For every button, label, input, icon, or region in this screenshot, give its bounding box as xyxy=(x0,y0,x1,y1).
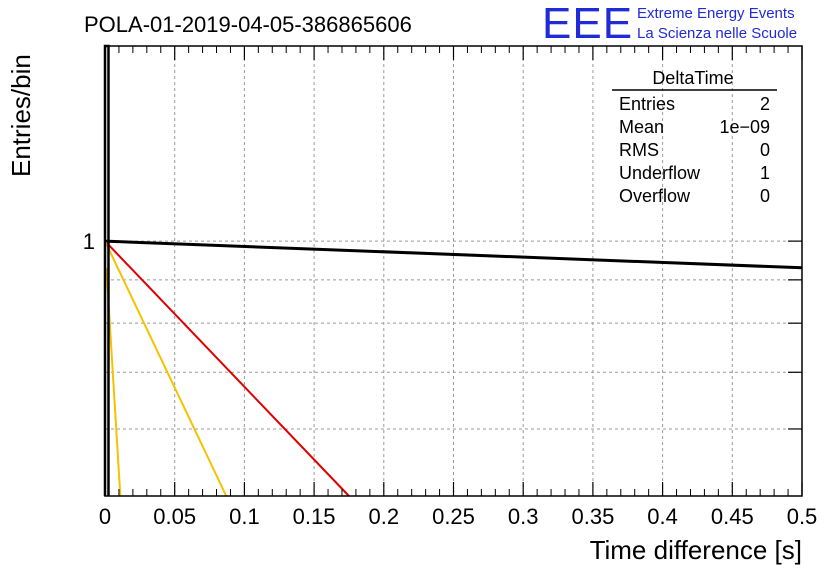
x-tick-label: 0.4 xyxy=(647,504,678,529)
logo: EEE Extreme Energy Events La Scienza nel… xyxy=(542,0,797,48)
x-tick-label: 0.45 xyxy=(711,504,754,529)
logo-mark: EEE xyxy=(542,0,633,48)
x-tick-label: 0.25 xyxy=(432,504,475,529)
series-line xyxy=(104,239,803,270)
series-line xyxy=(104,240,228,497)
stats-label-entries: Entries xyxy=(619,94,675,114)
series-line xyxy=(104,240,350,497)
x-tick-label: 0.2 xyxy=(369,504,400,529)
stats-label-mean: Mean xyxy=(619,117,664,137)
stats-box: DeltaTime Entries 2 Mean 1e−09 RMS 0 Und… xyxy=(612,68,777,206)
x-tick-label: 0 xyxy=(99,504,111,529)
x-tick-label: 0.15 xyxy=(293,504,336,529)
stats-value-underflow: 1 xyxy=(760,163,770,183)
logo-line-2: La Scienza nelle Scuole xyxy=(637,25,797,42)
stats-title: DeltaTime xyxy=(652,68,733,88)
y-axis-ticks: 1 xyxy=(83,229,802,430)
stats-value-mean: 1e−09 xyxy=(719,117,770,137)
logo-line-1: Extreme Energy Events xyxy=(637,5,795,22)
stats-value-overflow: 0 xyxy=(760,186,770,206)
stats-value-rms: 0 xyxy=(760,140,770,160)
grid xyxy=(105,46,802,496)
x-tick-label: 0.3 xyxy=(508,504,539,529)
y-axis-title: Entries/bin xyxy=(6,54,36,177)
stats-label-rms: RMS xyxy=(619,140,659,160)
stats-label-overflow: Overflow xyxy=(619,186,691,206)
x-tick-label: 0.5 xyxy=(787,504,818,529)
stats-value-entries: 2 xyxy=(760,94,770,114)
x-axis-title: Time difference [s] xyxy=(590,535,802,565)
y-tick-label: 1 xyxy=(83,229,95,254)
x-tick-label: 0.1 xyxy=(229,504,260,529)
x-tick-label: 0.05 xyxy=(153,504,196,529)
series-layer xyxy=(104,239,803,497)
stats-label-underflow: Underflow xyxy=(619,163,701,183)
x-tick-label: 0.35 xyxy=(571,504,614,529)
chart-title: POLA-01-2019-04-05-386865606 xyxy=(84,12,412,37)
x-axis-ticks: 0 0.05 0.1 0.15 0.2 0.25 0.3 0.35 0.4 0.45 0.5 xyxy=(99,46,817,529)
